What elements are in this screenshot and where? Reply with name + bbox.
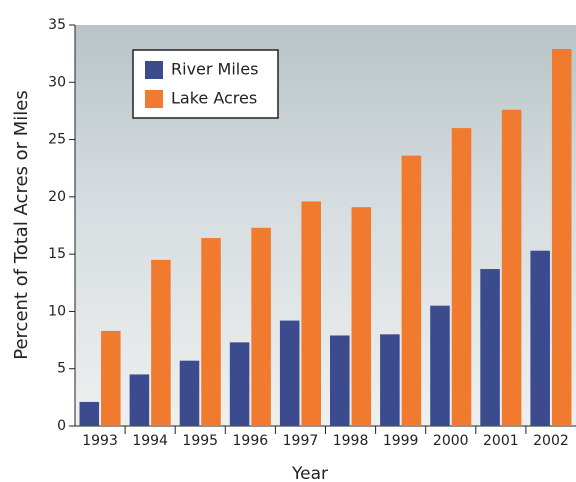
y-tick-label: 25 <box>48 132 66 148</box>
y-tick-label: 35 <box>48 17 66 33</box>
y-tick-label: 15 <box>48 246 66 262</box>
x-tick-label: 1993 <box>82 433 118 449</box>
bar <box>201 238 221 426</box>
bar <box>101 330 121 426</box>
x-tick-label: 1998 <box>333 433 369 449</box>
bar <box>351 207 372 426</box>
bar <box>430 305 450 426</box>
x-tick-label: 2002 <box>533 433 569 449</box>
x-tick-label: 2000 <box>433 433 469 449</box>
x-tick-label: 1999 <box>383 433 419 449</box>
legend-swatch <box>145 90 163 108</box>
x-tick-label: 2001 <box>483 433 519 449</box>
bar <box>451 128 472 426</box>
y-tick-label: 20 <box>48 189 66 205</box>
y-tick-label: 30 <box>48 74 66 90</box>
bar <box>229 342 250 426</box>
bar <box>401 155 422 426</box>
bar <box>79 401 100 426</box>
bar <box>551 49 572 427</box>
bar <box>380 334 400 426</box>
x-tick-label: 1996 <box>233 433 269 449</box>
legend-label: River Miles <box>171 60 258 79</box>
bar <box>301 201 321 426</box>
x-tick-label: 1997 <box>283 433 319 449</box>
bar <box>251 227 271 426</box>
x-tick-label: 1994 <box>132 433 168 449</box>
y-tick-label: 10 <box>48 303 66 319</box>
bar <box>151 259 171 426</box>
bar <box>480 269 500 426</box>
y-tick-label: 0 <box>57 418 66 434</box>
x-tick-label: 1995 <box>182 433 218 449</box>
legend-label: Lake Acres <box>171 89 257 108</box>
bar <box>330 335 350 426</box>
bar <box>501 109 522 426</box>
bar <box>279 320 300 426</box>
x-axis-label: Year <box>291 464 328 482</box>
bar <box>530 250 550 426</box>
legend-swatch <box>145 61 163 79</box>
y-axis-label: Percent of Total Acres or Miles <box>11 90 32 359</box>
bar <box>179 360 200 426</box>
y-tick-label: 5 <box>57 361 66 377</box>
bar <box>129 374 150 426</box>
